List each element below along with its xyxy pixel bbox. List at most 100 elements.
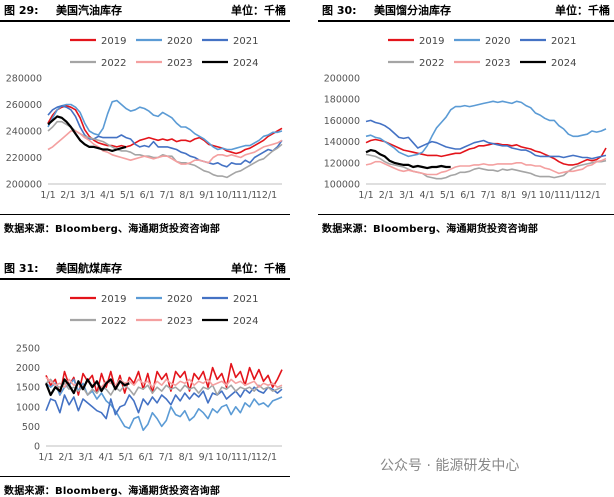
legend-item-2019: 2019 [70,294,126,305]
legend-label: 2020 [485,36,510,47]
watermark: 公众号 · 能源研发中心 [380,458,520,474]
figure-name: 美国汽油库存 [56,4,122,17]
y-tick-label: 500 [22,422,40,433]
x-tick-label: 9/1 [521,190,536,201]
x-tick-label: 3/1 [80,190,95,201]
y-tick-label: 0 [34,442,40,453]
x-tick-label: 4/1 [100,190,115,201]
x-tick-label: 8/1 [179,452,194,463]
x-tick-label: 1/1 [40,190,55,201]
figure-unit: 单位：千桶 [555,4,610,17]
y-tick-label: 160000 [324,116,360,127]
x-tick-label: 5/1 [440,190,455,201]
x-tick-label: 7/1 [159,452,174,463]
legend-item-2024: 2024 [202,316,258,327]
legend-label: 2022 [101,58,126,69]
series-line-2024 [365,149,451,170]
legend-item-2023: 2023 [136,58,192,69]
x-tick-label: 4/1 [419,190,434,201]
legend-label: 2023 [167,316,192,327]
legend-label: 2024 [233,316,258,327]
series-line-2023 [47,130,283,165]
legend-label: 2022 [419,58,444,69]
x-tick-label: 11/1 [559,190,580,201]
y-tick-label: 180000 [324,95,360,106]
x-tick-label: 7/1 [481,190,496,201]
x-tick-label: 6/1 [139,452,154,463]
legend-label: 2019 [101,36,126,47]
figure-name: 美国馏分油库存 [374,4,451,17]
x-tick-label: 12/1 [256,190,277,201]
legend-label: 2024 [551,58,576,69]
source-note: 数据来源：Bloomberg、海通期货投资咨询部 [322,224,539,235]
y-tick-label: 140000 [324,137,360,148]
legend-item-2020: 2020 [454,36,510,47]
jetfuel-chart: 2019 2020 2021 2022 2023 2024 0 500 1000 1500 2000… [16,294,283,463]
jetfuel-panel: 图 31: 美国航煤库存 单位：千桶 2019 2020 2021 2022 2023 2… [0,258,290,497]
legend-label: 2023 [167,58,192,69]
legend-label: 2021 [233,36,258,47]
figure-unit: 单位：千桶 [231,4,286,17]
series-line-2019 [45,362,283,396]
legend-label: 2023 [485,58,510,69]
x-tick-label: 8/1 [501,190,516,201]
legend-item-2021: 2021 [520,36,576,47]
distillate-panel: 图 30: 美国馏分油库存 单位：千桶 2019 2020 2021 2022 2023… [318,0,614,238]
legend-label: 2020 [167,36,192,47]
series-line-2022 [45,378,283,396]
x-tick-label: 6/1 [140,190,155,201]
x-tick-label: 3/1 [78,452,93,463]
legend-item-2019: 2019 [70,36,126,47]
series-line-2019 [365,138,607,166]
figure-number: 图 29: [4,4,39,17]
x-tick-label: 12/1 [579,190,600,201]
x-tick-label: 1/1 [358,190,373,201]
figure-name: 美国航煤库存 [56,262,122,275]
x-tick-label: 1/1 [38,452,53,463]
x-tick-label: 5/1 [118,452,133,463]
x-tick-label: 8/1 [179,190,194,201]
x-tick-label: 3/1 [399,190,414,201]
y-tick-label: 1000 [16,402,40,413]
legend-label: 2020 [167,294,192,305]
x-tick-label: 5/1 [120,190,135,201]
x-tick-label: 6/1 [460,190,475,201]
y-tick-label: 240000 [6,127,42,138]
legend-label: 2019 [419,36,444,47]
figure-title-bar: 图 31: 美国航煤库存 单位：千桶 [0,258,290,280]
legend-label: 2024 [233,58,258,69]
legend-item-2024: 2024 [202,58,258,69]
legend-item-2020: 2020 [136,36,192,47]
y-tick-label: 2500 [16,344,40,355]
y-tick-label: 280000 [6,74,42,85]
x-tick-label: 7/1 [160,190,175,201]
x-tick-label: 10/1 [216,452,237,463]
series-line-2019 [47,105,283,155]
legend-label: 2022 [101,316,126,327]
figure-number: 图 31: [4,262,39,275]
legend-item-2023: 2023 [454,58,510,69]
x-tick-label: 11/1 [236,452,257,463]
x-tick-label: 9/1 [199,452,214,463]
gasoline-panel: 图 29: 美国汽油库存 单位：千桶 2019 2020 2021 2022 2023 2… [0,0,290,238]
y-tick-label: 2000 [16,363,40,374]
legend-item-2022: 2022 [70,316,126,327]
legend-label: 2021 [551,36,576,47]
legend-item-2024: 2024 [520,58,576,69]
source-note: 数据来源：Bloomberg、海通期货投资咨询部 [4,486,221,497]
series-line-2020 [365,100,607,158]
x-tick-label: 2/1 [60,190,75,201]
legend-label: 2019 [101,294,126,305]
legend-item-2019: 2019 [388,36,444,47]
x-tick-label: 2/1 [58,452,73,463]
series-line-2021 [365,119,607,160]
series-line-2021 [45,386,283,420]
x-tick-label: 2/1 [379,190,394,201]
series-line-2024 [44,378,130,397]
legend-item-2023: 2023 [136,316,192,327]
series-line-2020 [47,99,283,151]
gasoline-chart: 2019 2020 2021 2022 2023 2024 200000 220000 2400… [6,36,283,201]
legend-label: 2021 [233,294,258,305]
source-note: 数据来源：Bloomberg、海通期货投资咨询部 [4,224,221,235]
y-tick-label: 1500 [16,383,40,394]
